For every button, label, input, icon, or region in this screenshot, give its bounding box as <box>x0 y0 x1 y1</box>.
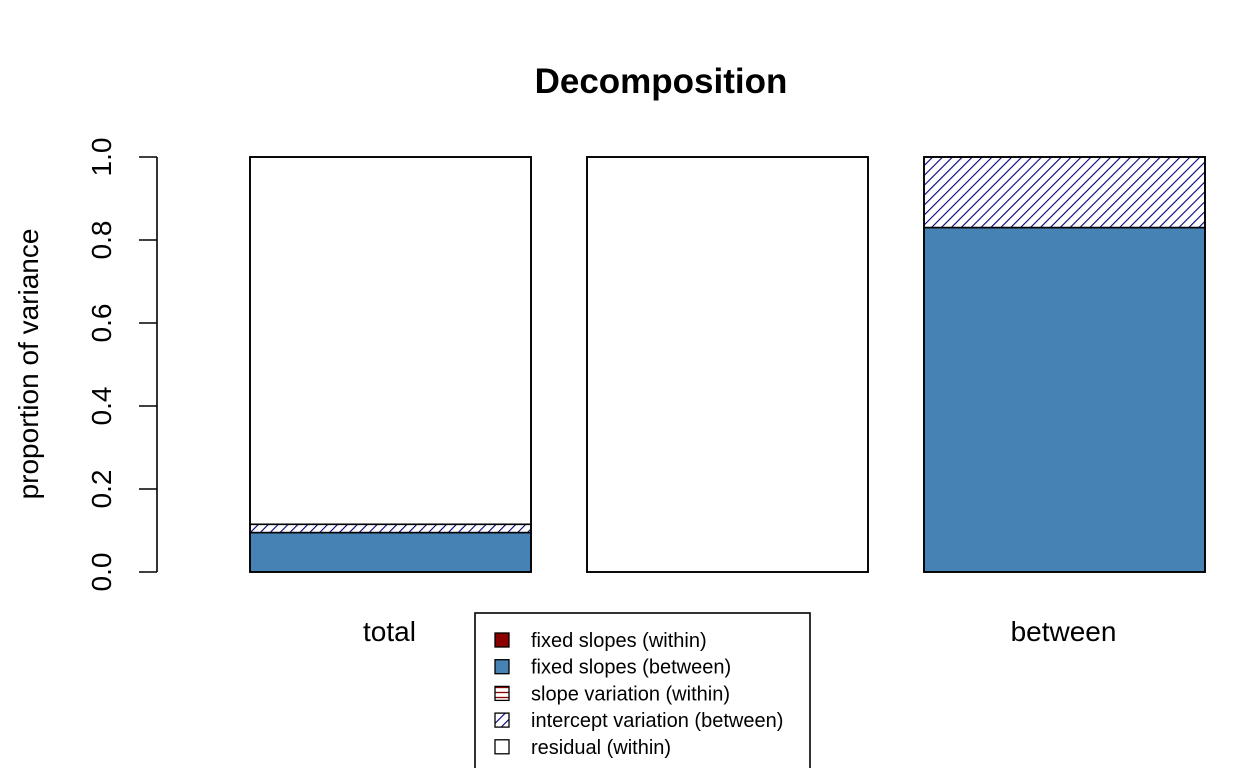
y-tick-label: 0.8 <box>86 221 117 260</box>
bar-segment-intercept-variation-between <box>249 523 532 534</box>
y-tick-label: 0.2 <box>86 470 117 509</box>
legend-label: slope variation (within) <box>531 683 730 705</box>
bar-segment-fixed-slopes-between <box>249 531 532 573</box>
legend-swatch <box>494 739 510 755</box>
legend-swatch <box>494 632 510 648</box>
bar-outline <box>586 156 869 573</box>
bars <box>249 156 1206 573</box>
y-axis-label: proportion of variance <box>13 229 44 500</box>
category-labels: total between <box>363 616 1116 647</box>
legend-swatch <box>494 685 510 702</box>
bar-segment-residual-within <box>249 156 532 526</box>
category-label: between <box>1011 616 1117 647</box>
bar-outline <box>249 156 532 573</box>
legend-label: fixed slopes (between) <box>531 657 731 679</box>
y-tick-label: 0.6 <box>86 304 117 343</box>
legend-label: fixed slopes (within) <box>531 630 707 652</box>
bar-segment-residual-within <box>586 156 869 573</box>
legend-label: intercept variation (between) <box>531 710 783 732</box>
y-axis: 0.0 0.2 0.4 0.6 0.8 1.0 <box>86 138 158 592</box>
legend-label: residual (within) <box>531 737 671 759</box>
legend-swatch <box>494 712 510 728</box>
bar-segment-intercept-variation-between <box>923 156 1206 229</box>
legend-box <box>474 612 811 768</box>
y-tick-label: 0.0 <box>86 553 117 592</box>
category-label: total <box>363 616 416 647</box>
y-tick-label: 0.4 <box>86 387 117 426</box>
y-tick-label: 1.0 <box>86 138 117 177</box>
legend: fixed slopes (within) fixed slopes (betwe… <box>474 612 811 768</box>
bar-outline <box>923 156 1206 573</box>
bar-segment-fixed-slopes-between <box>923 226 1206 573</box>
chart-title: Decomposition <box>535 62 788 101</box>
legend-swatch <box>494 659 510 675</box>
